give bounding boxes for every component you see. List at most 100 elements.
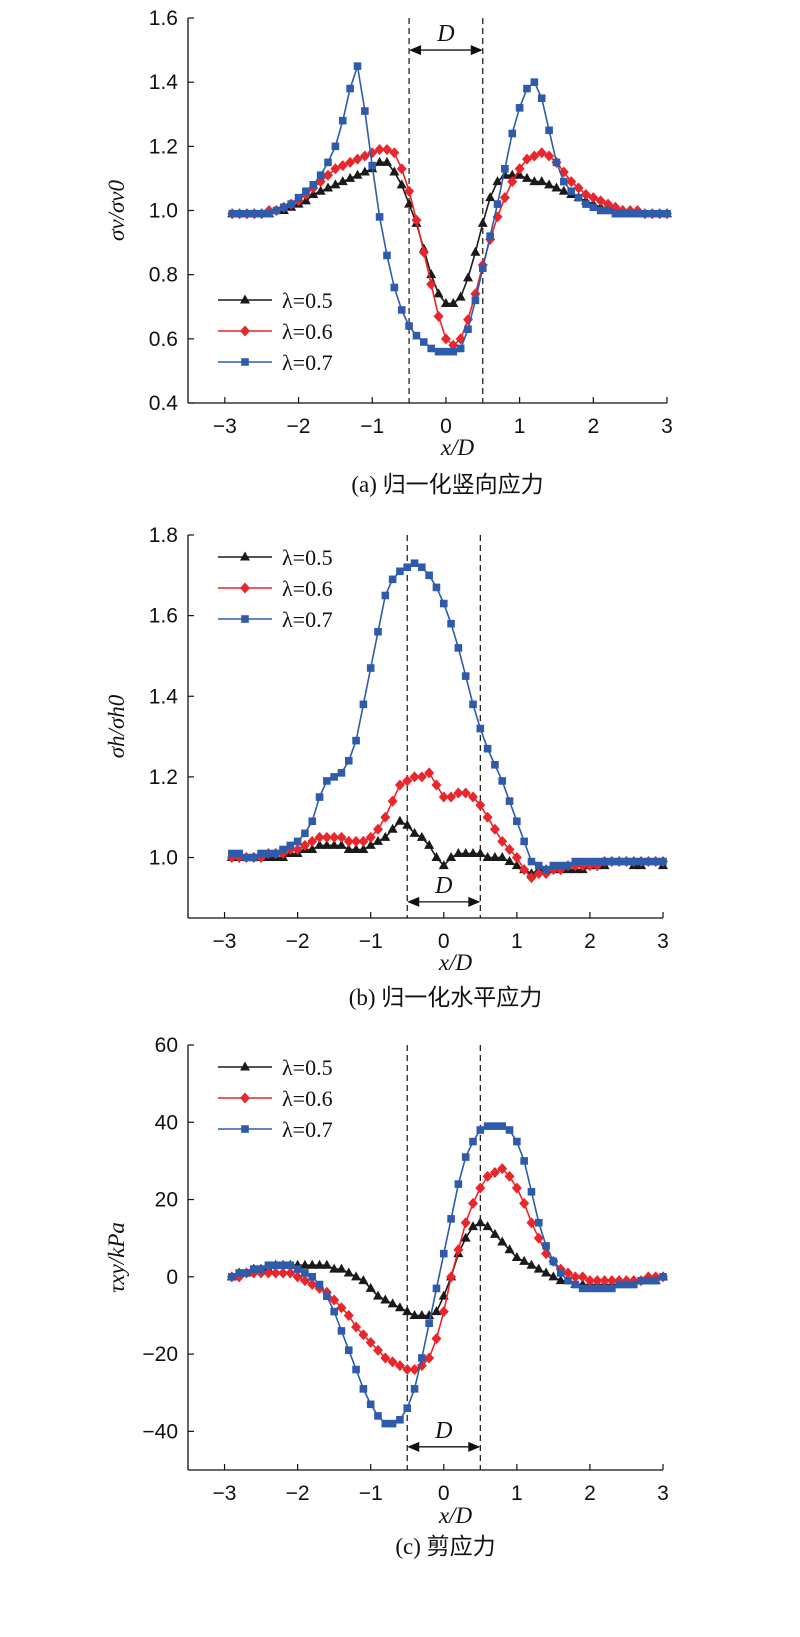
data-point <box>396 567 404 576</box>
data-point <box>593 857 602 866</box>
data-point <box>323 169 334 181</box>
data-point <box>315 185 326 195</box>
data-point <box>505 797 514 805</box>
data-point <box>567 187 575 196</box>
data-point <box>416 1309 427 1319</box>
y-tick-label: −40 <box>142 1420 178 1443</box>
x-tick-label: −2 <box>286 1482 310 1505</box>
data-point <box>551 182 562 192</box>
data-point <box>409 771 420 783</box>
data-point <box>434 347 443 356</box>
data-point <box>476 724 485 733</box>
data-point <box>440 298 451 308</box>
dimension-label: D <box>436 21 454 47</box>
data-point <box>337 160 348 172</box>
data-point <box>329 839 340 849</box>
data-point <box>432 1284 441 1293</box>
data-point <box>608 857 616 866</box>
data-point <box>497 835 508 847</box>
data-point <box>533 1263 544 1273</box>
data-point <box>344 1346 353 1355</box>
data-point <box>389 166 400 176</box>
legend-item: λ=0.7 <box>218 350 333 375</box>
data-point <box>359 700 368 709</box>
data-point <box>431 852 442 862</box>
data-point <box>361 107 369 115</box>
data-point <box>374 144 385 156</box>
y-tick-label: 0.8 <box>149 264 178 287</box>
data-point <box>405 322 413 330</box>
data-point <box>403 1404 412 1412</box>
data-point <box>409 827 420 837</box>
data-point <box>249 1265 258 1273</box>
data-point <box>461 672 470 680</box>
data-point <box>549 861 558 870</box>
data-point <box>564 861 572 870</box>
data-point <box>454 1180 463 1188</box>
data-point <box>358 1329 369 1341</box>
legend-marker <box>241 615 249 623</box>
data-point <box>504 1170 515 1182</box>
data-point <box>629 1280 638 1289</box>
data-point <box>336 831 347 843</box>
data-point <box>404 198 415 208</box>
y-tick-label: 0.6 <box>149 328 178 351</box>
data-point <box>560 177 568 186</box>
data-point <box>292 1271 303 1283</box>
data-point <box>264 1261 273 1270</box>
data-point <box>352 736 360 745</box>
data-point <box>299 1275 310 1287</box>
data-point <box>394 779 405 791</box>
data-point <box>497 1236 508 1246</box>
y-tick-label: −20 <box>142 1343 178 1366</box>
y-axis-label: τxy/kPa <box>104 1222 129 1293</box>
data-point <box>387 1356 398 1368</box>
data-point <box>292 843 303 855</box>
data-point <box>358 835 369 847</box>
data-point <box>285 1267 296 1279</box>
data-point <box>235 209 244 218</box>
data-point <box>468 791 478 803</box>
data-point <box>515 104 524 112</box>
data-point <box>307 843 318 853</box>
y-tick-label: 20 <box>155 1189 178 1212</box>
legend-item: λ=0.6 <box>218 319 333 344</box>
data-point <box>388 575 397 584</box>
data-point <box>504 1244 515 1254</box>
y-tick-label: 1.2 <box>149 766 178 789</box>
data-point <box>570 1271 581 1283</box>
data-point <box>410 559 419 568</box>
data-point <box>493 200 502 208</box>
data-point <box>523 84 531 93</box>
data-point <box>418 1354 426 1362</box>
data-point <box>511 860 522 870</box>
legend-label: λ=0.7 <box>282 607 333 632</box>
data-point <box>511 1182 522 1194</box>
data-point <box>463 272 474 282</box>
panel-caption: (b) 归一化水平应力 <box>349 985 543 1010</box>
data-point <box>351 1321 362 1333</box>
x-tick-label: 2 <box>587 415 599 438</box>
arrowhead-left-icon <box>409 45 422 56</box>
data-point <box>499 169 510 179</box>
data-point <box>482 852 493 862</box>
data-point <box>577 1271 588 1283</box>
data-point <box>323 1292 331 1300</box>
data-point <box>299 1259 310 1269</box>
data-point <box>492 176 503 186</box>
arrowhead-right-icon <box>468 896 481 907</box>
data-point <box>257 849 265 858</box>
data-point <box>416 771 427 783</box>
data-point <box>242 1269 251 1277</box>
data-point <box>501 164 509 173</box>
data-point <box>412 331 421 340</box>
data-point <box>427 344 435 353</box>
data-point <box>264 849 273 858</box>
data-point <box>329 1294 340 1306</box>
data-point <box>485 192 496 202</box>
x-tick-label: 0 <box>438 1482 450 1505</box>
legend-marker <box>240 294 250 304</box>
data-point <box>589 203 598 212</box>
data-point <box>644 857 653 866</box>
data-point <box>461 1153 470 1161</box>
